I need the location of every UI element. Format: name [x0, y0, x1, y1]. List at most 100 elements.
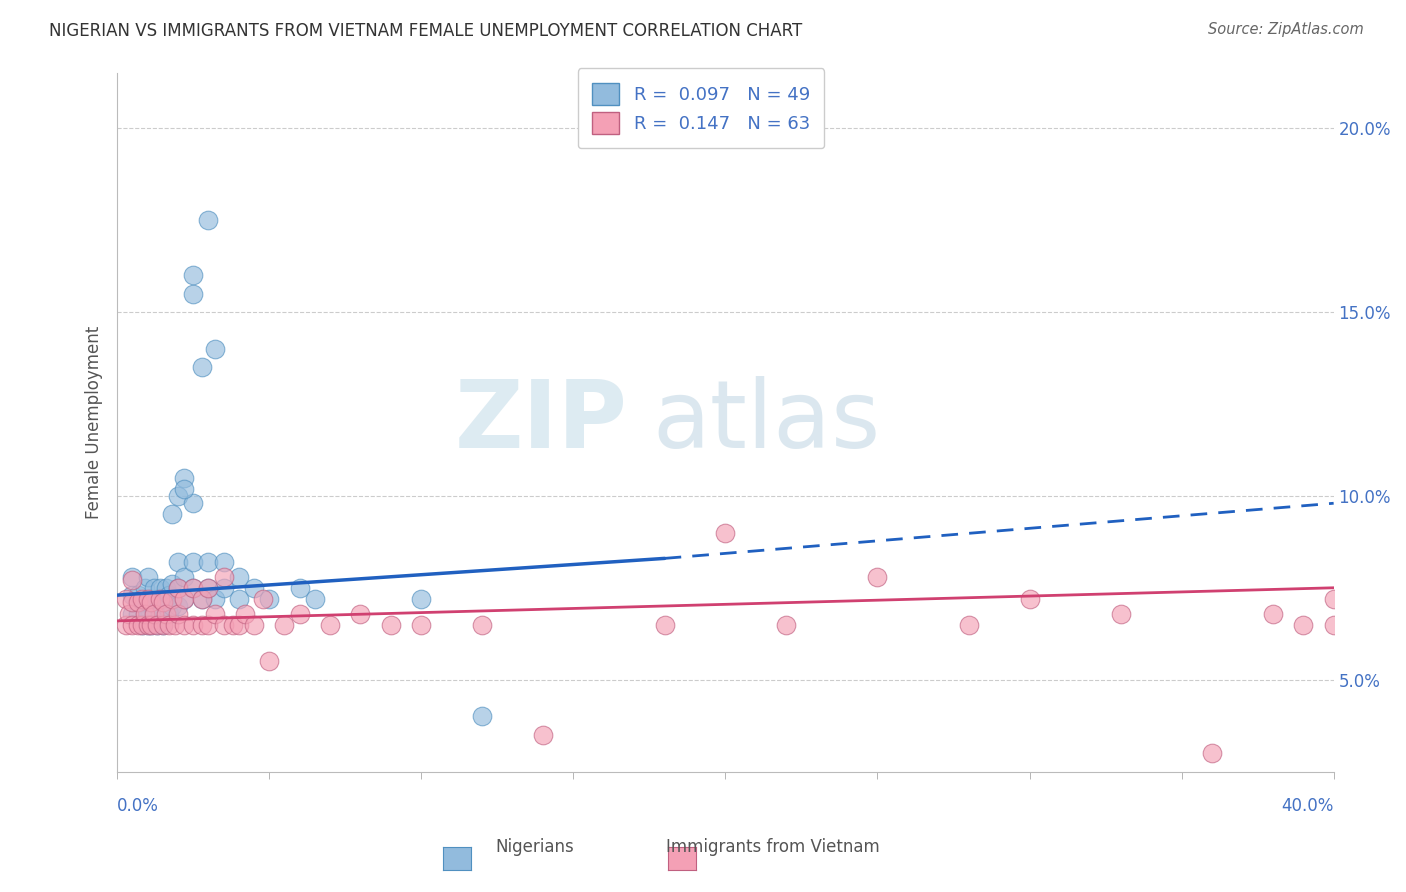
Point	[121, 588, 143, 602]
Point	[531, 728, 554, 742]
Point	[163, 617, 186, 632]
Point	[775, 617, 797, 632]
Point	[243, 617, 266, 632]
Point	[173, 591, 195, 606]
Point	[233, 607, 256, 621]
Point	[134, 607, 156, 621]
Point	[181, 581, 204, 595]
Point	[139, 617, 162, 632]
Text: atlas: atlas	[652, 376, 880, 468]
Point	[152, 617, 174, 632]
Point	[197, 581, 219, 595]
Point	[127, 617, 149, 632]
Point	[212, 555, 235, 569]
Point	[152, 591, 174, 606]
Point	[252, 591, 274, 606]
Point	[471, 617, 494, 632]
Point	[121, 595, 143, 609]
Point	[160, 591, 183, 606]
Point	[380, 617, 402, 632]
Point	[181, 496, 204, 510]
Text: 0.0%: 0.0%	[117, 797, 159, 814]
Point	[204, 591, 226, 606]
Point	[139, 591, 162, 606]
Point	[173, 482, 195, 496]
Point	[142, 607, 165, 621]
Point	[139, 617, 162, 632]
Point	[257, 654, 280, 668]
Point	[243, 581, 266, 595]
Point	[152, 617, 174, 632]
Point	[228, 617, 250, 632]
Point	[121, 574, 143, 588]
Point	[191, 360, 214, 375]
Point	[411, 617, 433, 632]
Point	[1201, 746, 1223, 760]
Point	[167, 555, 190, 569]
Y-axis label: Female Unemployment: Female Unemployment	[86, 326, 103, 519]
Point	[1292, 617, 1315, 632]
Point	[127, 588, 149, 602]
Point	[139, 595, 162, 609]
Text: NIGERIAN VS IMMIGRANTS FROM VIETNAM FEMALE UNEMPLOYMENT CORRELATION CHART: NIGERIAN VS IMMIGRANTS FROM VIETNAM FEMA…	[49, 22, 803, 40]
Point	[191, 617, 214, 632]
Point	[155, 581, 177, 595]
Point	[212, 581, 235, 595]
Point	[136, 617, 159, 632]
Point	[121, 607, 143, 621]
Legend: R =  0.097   N = 49, R =  0.147   N = 63: R = 0.097 N = 49, R = 0.147 N = 63	[578, 69, 824, 148]
Point	[152, 595, 174, 609]
Point	[197, 617, 219, 632]
Point	[131, 617, 153, 632]
Point	[115, 617, 138, 632]
Point	[319, 617, 342, 632]
Text: 40.0%: 40.0%	[1281, 797, 1334, 814]
Point	[273, 617, 295, 632]
Point	[257, 591, 280, 606]
Point	[197, 213, 219, 227]
Point	[167, 599, 190, 614]
Point	[142, 581, 165, 595]
Point	[136, 617, 159, 632]
Point	[714, 525, 737, 540]
Point	[181, 581, 204, 595]
Point	[131, 591, 153, 606]
Point	[228, 570, 250, 584]
Point	[121, 617, 143, 632]
Point	[191, 591, 214, 606]
Point	[136, 591, 159, 606]
Point	[173, 591, 195, 606]
Text: Immigrants from Vietnam: Immigrants from Vietnam	[666, 838, 880, 856]
Point	[155, 599, 177, 614]
Point	[149, 591, 172, 606]
Point	[304, 591, 326, 606]
Point	[127, 595, 149, 609]
Point	[145, 591, 167, 606]
Point	[212, 617, 235, 632]
Point	[134, 607, 156, 621]
Point	[957, 617, 980, 632]
Point	[160, 599, 183, 614]
Point	[173, 470, 195, 484]
Point	[173, 617, 195, 632]
Point	[131, 617, 153, 632]
Point	[1323, 591, 1346, 606]
Point	[167, 607, 190, 621]
Point	[149, 581, 172, 595]
Point	[181, 268, 204, 283]
Point	[1109, 607, 1132, 621]
Point	[191, 591, 214, 606]
Point	[167, 581, 190, 595]
Point	[167, 581, 190, 595]
Point	[157, 617, 180, 632]
Point	[127, 607, 149, 621]
Point	[160, 577, 183, 591]
Point	[1018, 591, 1040, 606]
Point	[197, 581, 219, 595]
Point	[131, 595, 153, 609]
Point	[118, 607, 141, 621]
Point	[228, 591, 250, 606]
Point	[288, 581, 311, 595]
Point	[222, 617, 245, 632]
Point	[866, 570, 889, 584]
